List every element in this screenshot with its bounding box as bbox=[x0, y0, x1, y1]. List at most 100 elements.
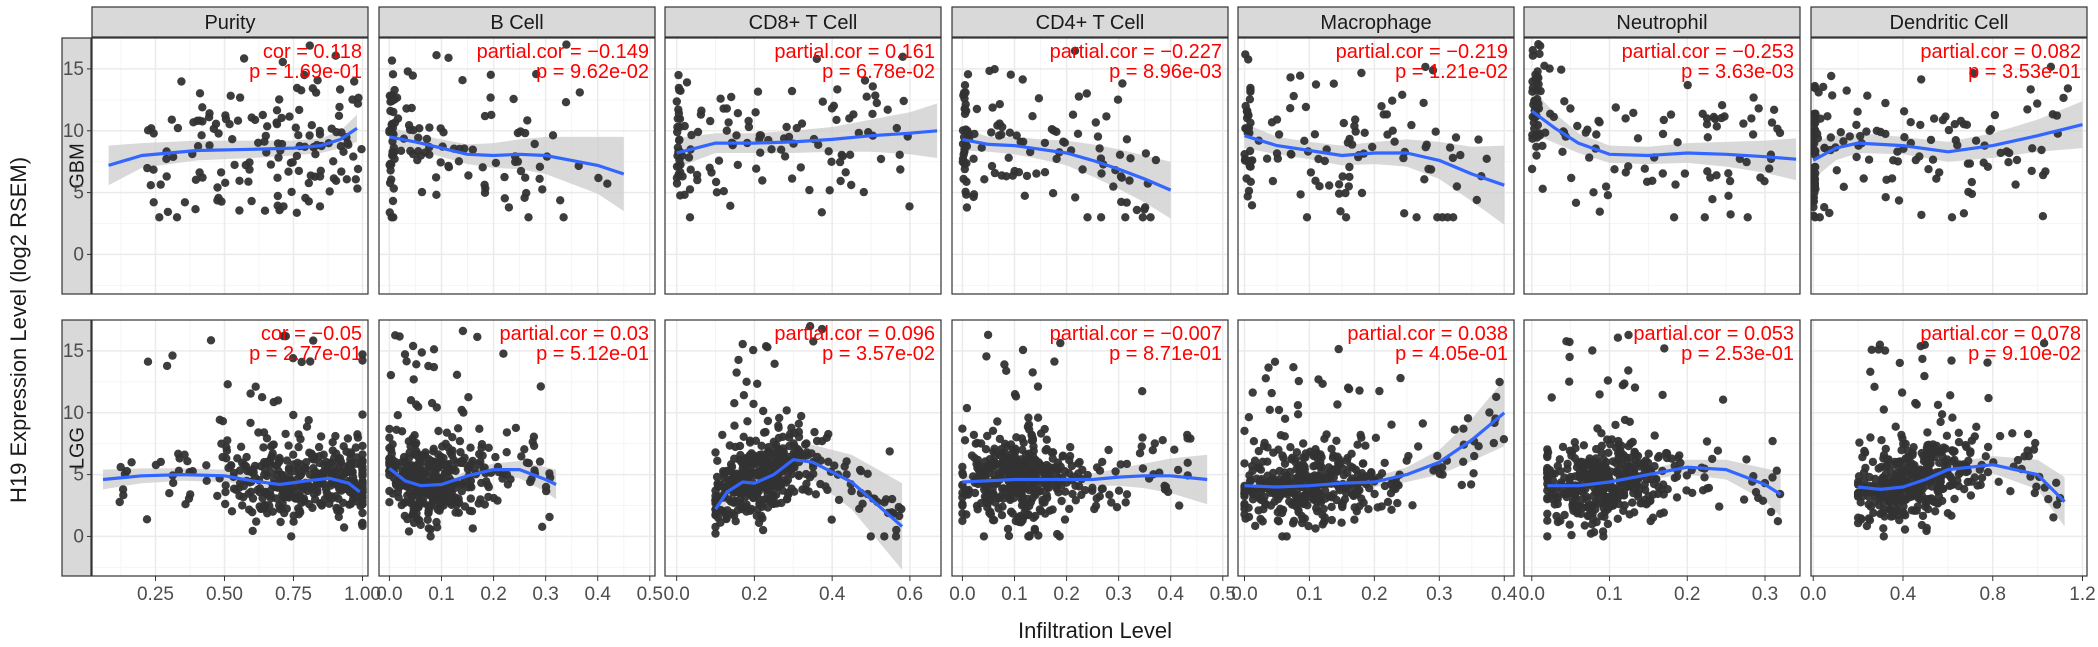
scatter-point bbox=[294, 442, 303, 452]
scatter-point bbox=[1647, 475, 1656, 484]
scatter-point bbox=[1244, 413, 1254, 422]
scatter-point bbox=[1126, 154, 1135, 163]
scatter-point bbox=[1096, 213, 1106, 222]
scatter-point bbox=[1375, 386, 1384, 396]
scatter-point bbox=[1773, 517, 1783, 526]
scatter-point bbox=[1672, 472, 1682, 481]
scatter-point bbox=[260, 465, 270, 474]
correlation-label: partial.cor = 0.03 bbox=[499, 323, 649, 345]
y-tick-label: 0 bbox=[73, 526, 84, 547]
scatter-point bbox=[1907, 506, 1917, 515]
scatter-point bbox=[1876, 127, 1885, 137]
fit-line bbox=[388, 467, 557, 488]
scatter-point bbox=[2059, 93, 2068, 103]
scatter-point bbox=[969, 430, 979, 440]
scatter-point bbox=[561, 98, 571, 107]
scatter-point bbox=[1302, 213, 1312, 222]
scatter-point bbox=[1811, 195, 1818, 204]
scatter-point bbox=[459, 408, 468, 417]
scatter-point bbox=[413, 450, 423, 459]
scatter-point bbox=[215, 415, 224, 424]
scatter-point bbox=[331, 176, 341, 185]
scatter-point bbox=[1558, 442, 1568, 452]
scatter-point bbox=[987, 128, 996, 137]
scatter-point bbox=[1269, 468, 1278, 478]
scatter-point bbox=[963, 70, 973, 79]
scatter-point bbox=[358, 465, 367, 474]
scatter-point bbox=[2052, 478, 2061, 487]
scatter-point bbox=[693, 175, 702, 185]
correlation-label: partial.cor = −0.149 bbox=[477, 41, 649, 63]
scatter-point bbox=[473, 332, 482, 342]
scatter-point bbox=[1146, 213, 1155, 222]
scatter-point bbox=[1138, 433, 1147, 442]
scatter-point bbox=[315, 202, 325, 211]
panel-border bbox=[378, 319, 656, 577]
scatter-point bbox=[1270, 497, 1279, 506]
scatter-point bbox=[449, 464, 458, 473]
scatter-point bbox=[1341, 213, 1351, 222]
scatter-point bbox=[500, 194, 509, 203]
scatter-point bbox=[280, 489, 289, 498]
scatter-point bbox=[289, 460, 298, 469]
scatter-point bbox=[522, 458, 532, 467]
scatter-point bbox=[976, 465, 985, 475]
scatter-point bbox=[753, 87, 763, 96]
scatter-point bbox=[427, 398, 437, 408]
scatter-point bbox=[1282, 532, 1291, 541]
scatter-point bbox=[1977, 473, 1987, 482]
p-value-label: p = 5.12e-01 bbox=[536, 343, 649, 365]
scatter-point bbox=[1611, 420, 1620, 430]
scatter-point bbox=[763, 416, 773, 426]
scatter-point bbox=[491, 158, 501, 168]
panel-border bbox=[378, 37, 656, 295]
scatter-point bbox=[759, 406, 768, 416]
scatter-point bbox=[1294, 490, 1303, 500]
scatter-point bbox=[734, 355, 743, 365]
scatter-point bbox=[1633, 451, 1643, 461]
scatter-point bbox=[1816, 114, 1825, 123]
scatter-point bbox=[477, 443, 486, 452]
scatter-point bbox=[1614, 453, 1623, 462]
scatter-point bbox=[1064, 469, 1074, 478]
scatter-point bbox=[958, 516, 967, 526]
scatter-point bbox=[1060, 515, 1070, 524]
scatter-point bbox=[305, 41, 314, 50]
scatter-point bbox=[1937, 446, 1947, 455]
scatter-point bbox=[1066, 442, 1075, 452]
scatter-point bbox=[1547, 393, 1556, 402]
scatter-point bbox=[1327, 515, 1337, 525]
scatter-point bbox=[391, 331, 400, 340]
scatter-point bbox=[453, 424, 463, 433]
scatter-point bbox=[321, 484, 331, 494]
scatter-point bbox=[1742, 157, 1751, 167]
row-strip bbox=[61, 319, 92, 577]
scatter-point bbox=[316, 432, 326, 441]
scatter-point bbox=[1300, 136, 1309, 145]
scatter-point bbox=[752, 486, 762, 495]
scatter-point bbox=[749, 399, 758, 409]
scatter-point bbox=[523, 116, 532, 125]
scatter-point bbox=[860, 76, 870, 85]
panel-plot-area bbox=[385, 40, 625, 222]
scatter-point bbox=[742, 500, 751, 509]
scatter-point bbox=[1595, 207, 1605, 216]
scatter-point bbox=[675, 135, 684, 144]
scatter-point bbox=[1019, 137, 1028, 146]
scatter-point bbox=[1954, 437, 1964, 447]
scatter-point bbox=[730, 399, 739, 408]
correlation-label: partial.cor = 0.078 bbox=[1920, 323, 2081, 345]
scatter-point bbox=[1412, 213, 1421, 222]
scatter-point bbox=[1122, 490, 1132, 499]
scatter-point bbox=[1950, 494, 1959, 504]
scatter-point bbox=[516, 127, 525, 136]
scatter-point bbox=[1565, 475, 1574, 484]
scatter-point bbox=[343, 485, 353, 494]
scatter-point bbox=[1004, 531, 1014, 541]
scatter-point bbox=[824, 147, 833, 156]
x-tick-label: 0.0 bbox=[376, 584, 402, 605]
scatter-point bbox=[1700, 473, 1709, 482]
scatter-point bbox=[1148, 446, 1158, 455]
scatter-point bbox=[1560, 510, 1569, 520]
scatter-point bbox=[1246, 476, 1255, 486]
